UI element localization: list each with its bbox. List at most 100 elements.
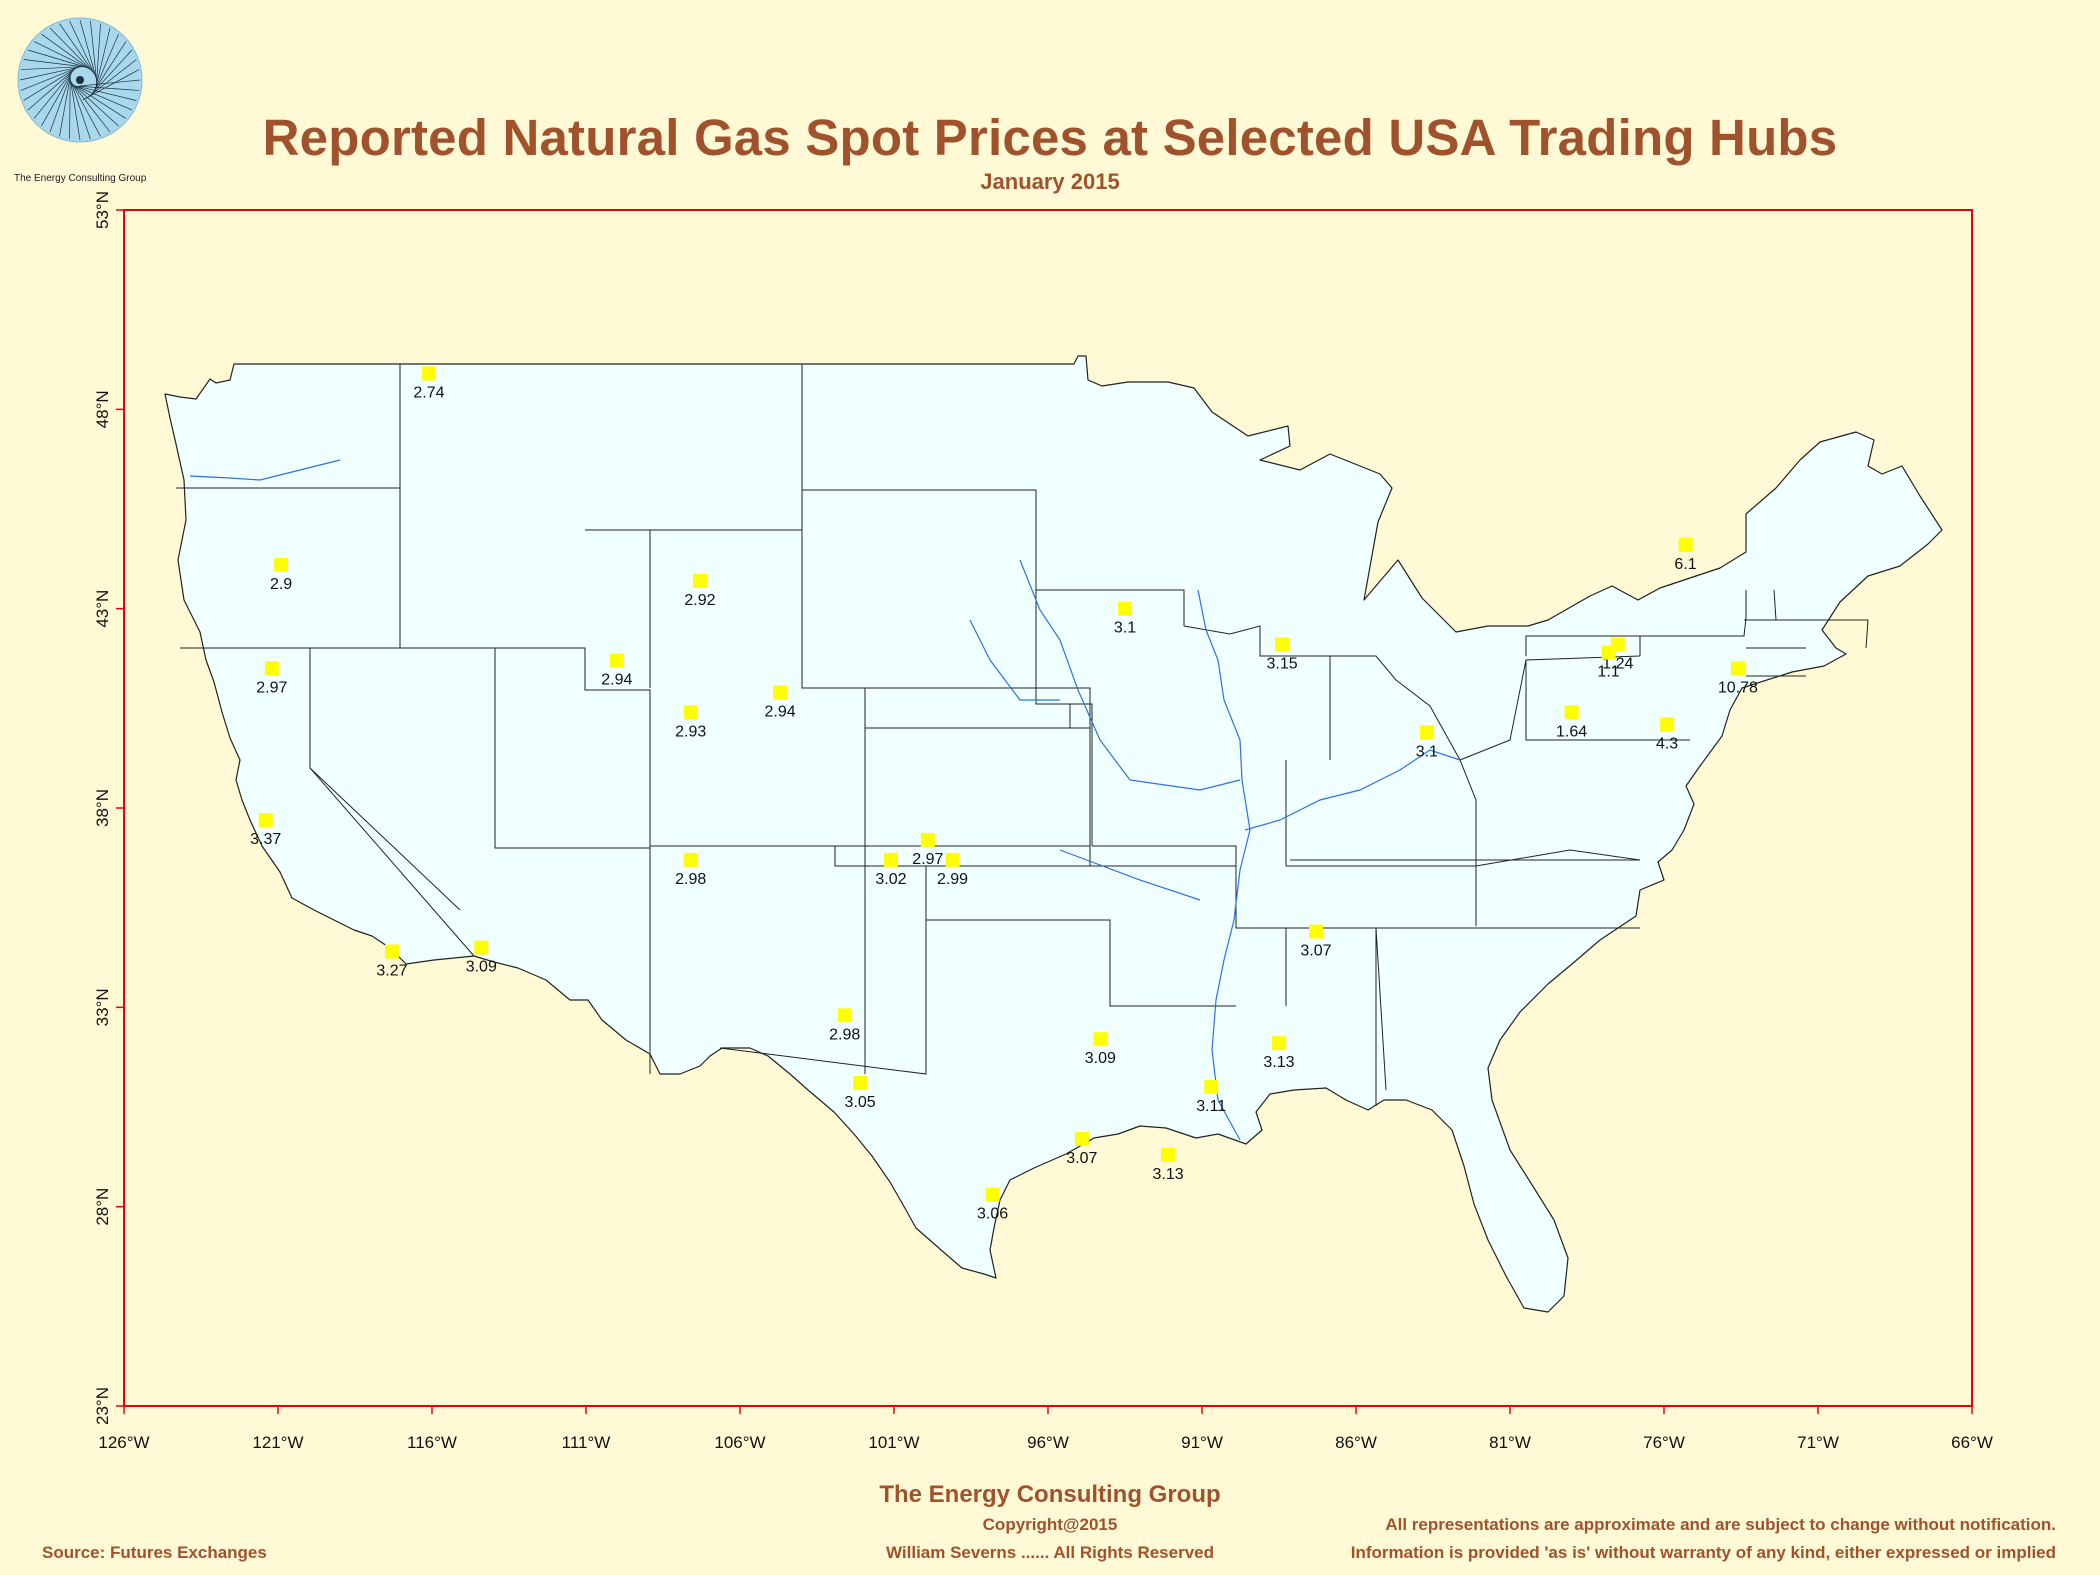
footer-copyright: Copyright@2015 [982,1515,1118,1534]
x-tick-label: 96°W [1027,1433,1069,1452]
hub-price-label: 3.02 [875,871,906,888]
hub-price-label: 3.13 [1153,1166,1184,1183]
y-tick-label: 33°N [93,988,112,1026]
logo-caption: The Energy Consulting Group [14,173,147,184]
hub-price-label: 3.09 [1085,1050,1116,1067]
hub-price-label: 2.93 [675,723,706,740]
hub-marker [1564,705,1579,720]
hub-marker [1419,725,1434,740]
hub-marker [258,812,273,827]
hub-marker [837,1008,852,1023]
map-subtitle: January 2015 [980,169,1120,194]
hub-price-label: 2.97 [912,851,943,868]
footer-rights: William Severns ...... All Rights Reserv… [886,1543,1214,1562]
hub-marker [1272,1036,1286,1051]
y-tick-label: 48°N [93,390,112,428]
x-tick-label: 126°W [98,1433,149,1452]
hub-price-label: 3.07 [1066,1150,1097,1167]
hub-marker [274,557,289,572]
hub-marker [1308,924,1323,939]
hub-marker [1093,1032,1108,1047]
hub-marker [1161,1147,1176,1162]
x-axis: 126°W 121°W 116°W 111°W 106°W 101°W 96°W 91°W 86… [98,1406,1993,1452]
hub-price-label: 2.94 [601,671,632,688]
hub-marker [1118,601,1132,616]
hub-price-label: 6.1 [1674,556,1696,573]
hub-price-label: 2.92 [684,592,715,609]
hub-marker [1678,537,1693,552]
x-tick-label: 76°W [1643,1433,1685,1452]
hub-marker [1660,717,1675,732]
hub-price-label: 2.97 [256,679,287,696]
hub-price-label: 3.05 [845,1094,876,1111]
hub-marker [1204,1080,1219,1095]
hub-marker [384,944,399,959]
hub-price-label: 3.1 [1114,620,1136,637]
y-axis: 23°N 28°N 33°N 38°N 43°N 48°N 53°N [93,191,124,1425]
x-tick-label: 71°W [1797,1433,1839,1452]
x-tick-label: 106°W [714,1433,765,1452]
hub-marker [1275,637,1290,652]
hub-marker [683,705,698,720]
hub-price-label: 3.15 [1267,656,1298,673]
y-tick-label: 23°N [93,1387,112,1425]
hub-price-label: 3.27 [376,963,407,980]
hub-price-label: 2.99 [937,871,968,888]
footer-source: Source: Futures Exchanges [42,1543,267,1562]
hub-price-label: 3.37 [250,831,281,848]
hub-price-label: 1.24 [1602,656,1633,673]
usa-landmass [164,355,1943,1313]
y-tick-label: 53°N [93,191,112,229]
hub-price-label: 3.06 [977,1206,1008,1223]
state-borders [176,364,1869,1106]
hub-marker [853,1076,868,1091]
price-markers: 2.74 2.9 2.97 3.37 3.27 3.09 2.92 2.94 2.94 2.93 2… [250,366,1758,1223]
hub-marker [985,1187,1000,1202]
hub-marker [773,685,788,700]
hub-marker [421,366,436,381]
x-tick-label: 121°W [252,1433,303,1452]
hub-price-label: 2.74 [413,384,444,401]
hub-marker [474,940,489,955]
footer-disclaimer-2: Information is provided 'as is' without … [1350,1543,2056,1562]
hub-price-label: 2.98 [675,871,706,888]
hub-price-label: 4.3 [1656,735,1678,752]
rivers [189,459,1461,1141]
hub-price-label: 3.1 [1416,743,1438,760]
hub-price-label: 1.1 [1597,664,1619,681]
hub-marker [683,852,698,867]
hub-price-label: 3.09 [466,959,497,976]
hub-price-label: 3.07 [1300,943,1331,960]
hub-marker [1074,1131,1089,1146]
hub-marker [692,573,707,588]
hub-price-label: 3.11 [1196,1098,1226,1115]
y-tick-label: 43°N [93,590,112,628]
hub-marker [1730,661,1745,676]
spiral-logo-icon [15,15,145,145]
x-tick-label: 66°W [1951,1433,1993,1452]
hub-price-label: 3.13 [1263,1054,1294,1071]
hub-marker [264,661,279,676]
hub-price-label: 1.64 [1556,723,1587,740]
hub-marker [609,653,624,668]
hub-marker [883,852,898,867]
hub-price-label: 2.9 [270,576,292,593]
x-tick-label: 86°W [1335,1433,1377,1452]
x-tick-label: 81°W [1489,1433,1531,1452]
map-title: Reported Natural Gas Spot Prices at Sele… [262,109,1838,166]
hub-marker [945,852,960,867]
hub-price-label: 2.98 [829,1026,860,1043]
hub-price-label: 10.78 [1718,679,1758,696]
hub-marker [1601,645,1616,660]
y-tick-label: 38°N [93,789,112,827]
hub-marker [920,832,935,847]
x-tick-label: 91°W [1181,1433,1223,1452]
hub-price-label: 2.94 [764,703,795,720]
footer-company: The Energy Consulting Group [879,1481,1221,1508]
y-tick-label: 28°N [93,1188,112,1226]
x-tick-label: 101°W [868,1433,919,1452]
footer-disclaimer-1: All representations are approximate and … [1385,1515,2056,1534]
x-tick-label: 116°W [407,1433,457,1452]
x-tick-label: 111°W [562,1433,611,1452]
